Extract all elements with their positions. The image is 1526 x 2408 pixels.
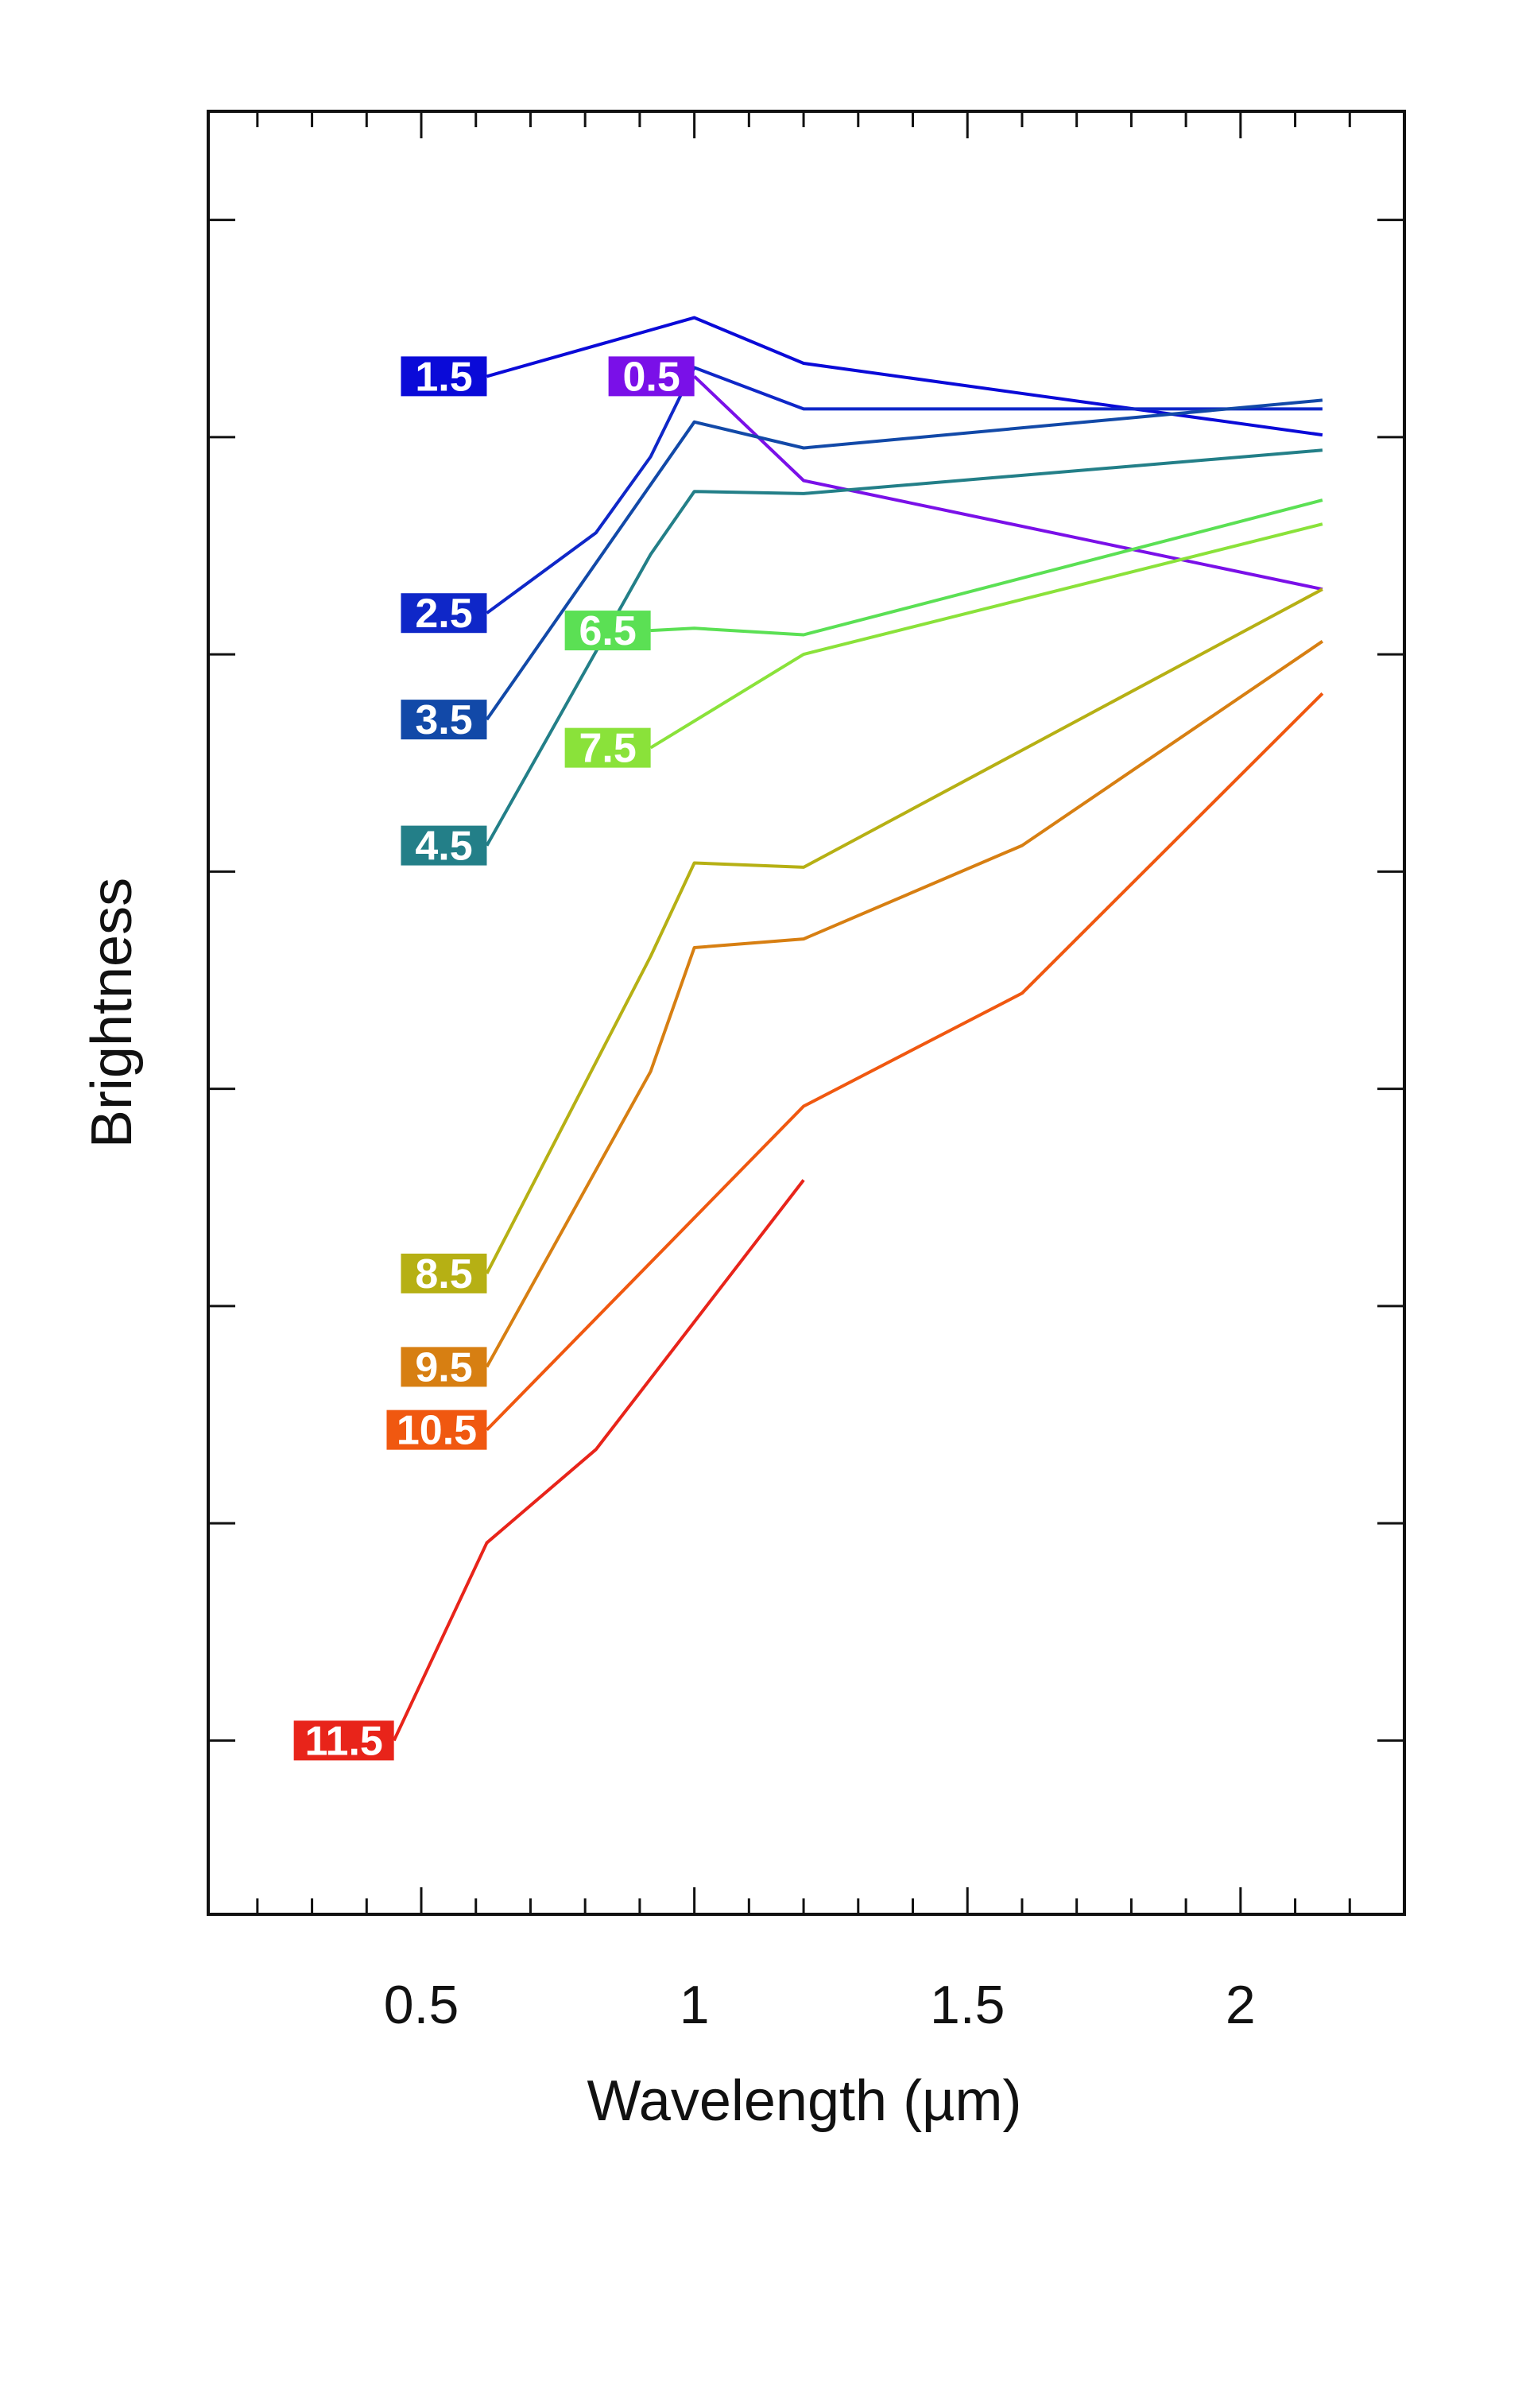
plot-frame	[207, 110, 1406, 1916]
x-axis-label: Wavelength (µm)	[587, 2069, 1022, 2133]
x-tick-label: 1	[680, 1975, 710, 2035]
series-lines	[392, 316, 1324, 1742]
series-label-text: 9.5	[415, 1344, 472, 1390]
series-line-1-5	[486, 316, 1323, 437]
series-label-box	[401, 700, 487, 740]
series-label-box	[564, 611, 651, 651]
x-tick-labels: 0.5 1 1.5 2	[384, 1975, 1256, 2035]
series-label-text: 3.5	[415, 697, 472, 743]
series-line-9-5	[485, 640, 1324, 1368]
series-line-11-5	[392, 1179, 805, 1742]
series-label-box	[401, 1347, 487, 1387]
series-label-text: 10.5	[397, 1408, 477, 1454]
x-tick-label: 2	[1226, 1975, 1256, 2035]
series-label-4-5: 4.5	[401, 824, 487, 870]
series-label-text: 6.5	[579, 608, 636, 654]
series-label-box	[386, 1410, 487, 1450]
x-tick-label: 1.5	[930, 1975, 1005, 2035]
series-label-box	[293, 1720, 394, 1761]
series-label-0-5: 0.5	[608, 354, 695, 400]
series-label-8-5: 8.5	[401, 1251, 487, 1297]
series-label-box	[401, 825, 487, 866]
series-label-box	[608, 356, 695, 397]
x-tick-label: 0.5	[384, 1975, 459, 2035]
series-line-6-5	[650, 498, 1323, 637]
series-labels: 0.5 1.5 2.5 3.5 4.5 6.5 7.5 8.5 9.5 10.5 11.5	[293, 354, 695, 1764]
series-label-text: 4.5	[415, 824, 472, 870]
series-label-6-5: 6.5	[564, 608, 651, 654]
series-line-4-5	[485, 448, 1323, 847]
series-label-box	[564, 727, 651, 768]
series-line-10-5	[486, 692, 1324, 1431]
series-label-11-5: 11.5	[293, 1718, 394, 1764]
axis-ticks	[208, 111, 1406, 1914]
series-label-3-5: 3.5	[401, 697, 487, 743]
series-label-9-5: 9.5	[401, 1344, 487, 1390]
series-line-8-5	[485, 587, 1323, 1274]
series-line-2-5	[486, 366, 1323, 615]
series-label-7-5: 7.5	[564, 726, 651, 772]
series-label-box	[401, 593, 487, 634]
series-label-text: 11.5	[304, 1718, 382, 1764]
series-label-2-5: 2.5	[401, 591, 487, 637]
series-line-0-5	[693, 374, 1323, 591]
series-label-text: 2.5	[415, 591, 472, 637]
series-line-7-5	[649, 522, 1323, 750]
series-label-1-5: 1.5	[401, 354, 487, 400]
y-axis-label: Brightness	[80, 878, 144, 1148]
series-label-text: 0.5	[622, 354, 680, 400]
series-label-text: 7.5	[579, 726, 636, 772]
series-label-text: 8.5	[415, 1251, 472, 1297]
series-line-3-5	[485, 398, 1323, 721]
series-label-box	[401, 1253, 487, 1293]
series-label-box	[401, 356, 487, 397]
series-label-text: 1.5	[415, 354, 472, 400]
series-label-10-5: 10.5	[386, 1408, 487, 1454]
